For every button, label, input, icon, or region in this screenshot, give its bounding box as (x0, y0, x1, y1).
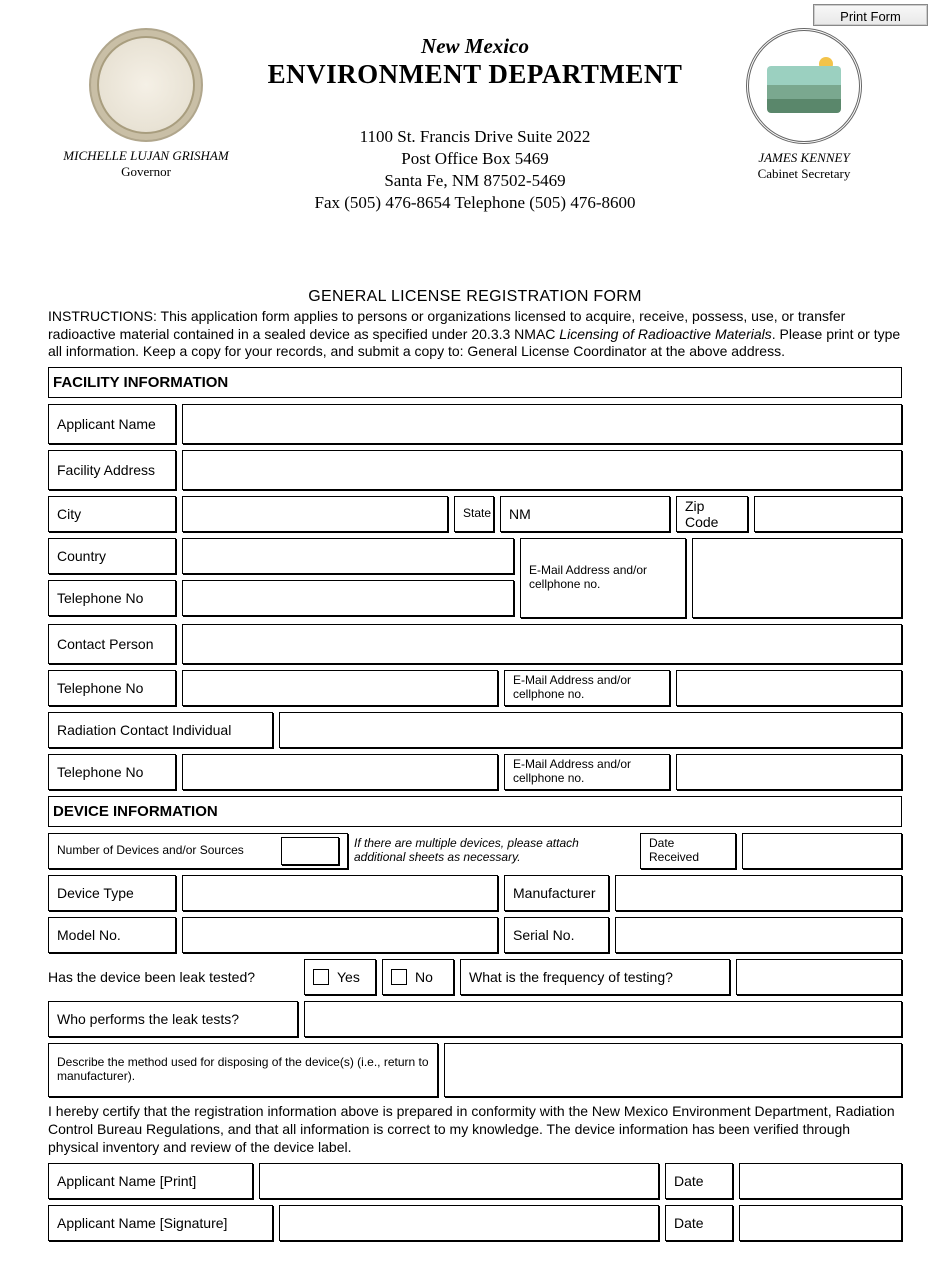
yes-label: Yes (337, 969, 360, 985)
print-form-button[interactable]: Print Form (813, 4, 928, 26)
dispose-method-input[interactable] (444, 1043, 902, 1097)
city-label: City (48, 496, 176, 532)
facility-address-input[interactable] (182, 450, 902, 490)
state-line: New Mexico (246, 34, 704, 59)
telephone-input-1[interactable] (182, 580, 514, 616)
applicant-name-input[interactable] (182, 404, 902, 444)
secretary-name: JAMES KENNEY (704, 150, 904, 166)
num-devices-label: Number of Devices and/or Sources (57, 844, 281, 858)
telephone-label-3: Telephone No (48, 754, 176, 790)
addr-line-2: Post Office Box 5469 (246, 148, 704, 170)
applicant-sig-input[interactable] (279, 1205, 659, 1241)
addr-line-3: Santa Fe, NM 87502-5469 (246, 170, 704, 192)
num-devices-cell: Number of Devices and/or Sources (48, 833, 348, 869)
model-no-input[interactable] (182, 917, 498, 953)
header-center: New Mexico ENVIRONMENT DEPARTMENT 1100 S… (246, 28, 704, 214)
manufacturer-label: Manufacturer (504, 875, 609, 911)
radiation-contact-input[interactable] (279, 712, 902, 748)
dispose-method-label: Describe the method used for disposing o… (48, 1043, 438, 1097)
serial-no-input[interactable] (615, 917, 902, 953)
dept-logo-icon (746, 28, 862, 144)
form-title: GENERAL LICENSE REGISTRATION FORM (48, 288, 902, 306)
state-seal-icon (89, 28, 203, 142)
country-input[interactable] (182, 538, 514, 574)
date-input-2[interactable] (739, 1205, 902, 1241)
manufacturer-input[interactable] (615, 875, 902, 911)
radiation-contact-label: Radiation Contact Individual (48, 712, 273, 748)
leak-yes-option[interactable]: Yes (304, 959, 376, 995)
serial-no-label: Serial No. (504, 917, 609, 953)
email-input-2[interactable] (676, 670, 902, 706)
device-type-label: Device Type (48, 875, 176, 911)
model-no-label: Model No. (48, 917, 176, 953)
email-input-3[interactable] (676, 754, 902, 790)
who-performs-input[interactable] (304, 1001, 902, 1037)
checkbox-icon (391, 969, 407, 985)
frequency-input[interactable] (736, 959, 902, 995)
date-input-1[interactable] (739, 1163, 902, 1199)
instructions-italic: Licensing of Radioactive Materials (559, 326, 771, 342)
letterhead: MICHELLE LUJAN GRISHAM Governor New Mexi… (0, 0, 950, 214)
certification-text: I hereby certify that the registration i… (48, 1103, 902, 1157)
email-label-1: E-Mail Address and/or cellphone no. (520, 538, 686, 618)
secretary-block: JAMES KENNEY Cabinet Secretary (704, 28, 904, 182)
facility-section-header: FACILITY INFORMATION (48, 367, 902, 398)
num-devices-input[interactable] (281, 837, 339, 865)
checkbox-icon (313, 969, 329, 985)
addr-line-1: 1100 St. Francis Drive Suite 2022 (246, 126, 704, 148)
telephone-input-3[interactable] (182, 754, 498, 790)
applicant-print-input[interactable] (259, 1163, 659, 1199)
frequency-label: What is the frequency of testing? (460, 959, 730, 995)
instructions: INSTRUCTIONS: This application form appl… (48, 308, 902, 361)
governor-name: MICHELLE LUJAN GRISHAM (46, 148, 246, 164)
contact-person-input[interactable] (182, 624, 902, 664)
state-label: State (454, 496, 494, 532)
city-input[interactable] (182, 496, 448, 532)
email-label-2: E-Mail Address and/or cellphone no. (504, 670, 670, 706)
date-label-1: Date (665, 1163, 733, 1199)
device-section-header: DEVICE INFORMATION (48, 796, 902, 827)
date-received-input[interactable] (742, 833, 902, 869)
applicant-name-label: Applicant Name (48, 404, 176, 444)
email-input-1[interactable] (692, 538, 902, 618)
addr-line-4: Fax (505) 476-8654 Telephone (505) 476-8… (246, 192, 704, 214)
governor-block: MICHELLE LUJAN GRISHAM Governor (46, 28, 246, 180)
country-label: Country (48, 538, 176, 574)
date-received-label: Date Received (640, 833, 736, 869)
dept-line: ENVIRONMENT DEPARTMENT (246, 59, 704, 90)
leak-tested-label: Has the device been leak tested? (48, 959, 298, 995)
applicant-sig-label: Applicant Name [Signature] (48, 1205, 273, 1241)
telephone-input-2[interactable] (182, 670, 498, 706)
leak-no-option[interactable]: No (382, 959, 454, 995)
who-performs-label: Who performs the leak tests? (48, 1001, 298, 1037)
state-input[interactable]: NM (500, 496, 670, 532)
device-type-input[interactable] (182, 875, 498, 911)
secretary-role: Cabinet Secretary (704, 166, 904, 182)
no-label: No (415, 969, 433, 985)
date-label-2: Date (665, 1205, 733, 1241)
multi-devices-note: If there are multiple devices, please at… (354, 833, 634, 869)
email-label-3: E-Mail Address and/or cellphone no. (504, 754, 670, 790)
facility-address-label: Facility Address (48, 450, 176, 490)
contact-person-label: Contact Person (48, 624, 176, 664)
zip-label: Zip Code (676, 496, 748, 532)
governor-role: Governor (46, 164, 246, 180)
telephone-label-2: Telephone No (48, 670, 176, 706)
telephone-label-1: Telephone No (48, 580, 176, 616)
applicant-print-label: Applicant Name [Print] (48, 1163, 253, 1199)
zip-input[interactable] (754, 496, 902, 532)
